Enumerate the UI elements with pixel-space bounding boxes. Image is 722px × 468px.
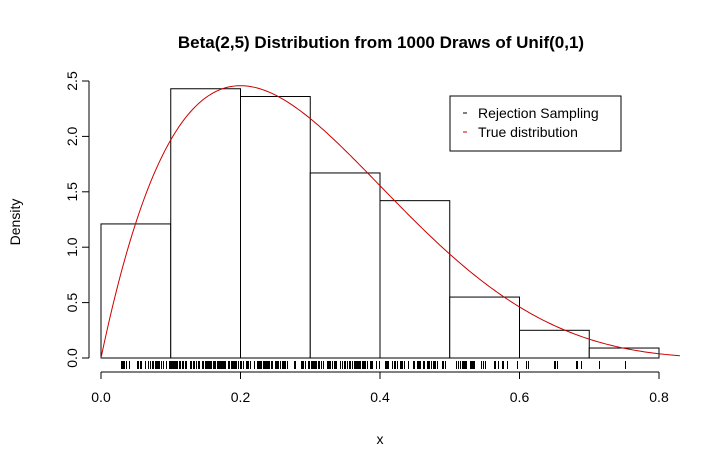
histogram-bar	[170, 88, 241, 359]
histogram-bars	[100, 88, 660, 359]
histogram-bar	[519, 329, 590, 359]
x-tick-label: 0.2	[231, 389, 251, 405]
y-axis: 0.0 0.5 1.0 1.5 2.0 2.5	[64, 71, 90, 368]
y-tick-label: 0.0	[64, 348, 80, 368]
y-tick-label: 1.0	[64, 237, 80, 257]
x-tick-label: 0.0	[91, 389, 111, 405]
x-tick-label: 0.8	[649, 389, 669, 405]
y-tick-label: 2.0	[64, 126, 80, 146]
legend: Rejection Sampling True distribution	[449, 95, 622, 152]
x-axis: 0.0 0.2 0.4 0.6 0.8	[91, 371, 669, 405]
x-tick-label: 0.4	[370, 389, 390, 405]
histogram-bar	[240, 96, 311, 359]
y-axis-label: Density	[7, 199, 23, 246]
legend-label-true: True distribution	[478, 124, 578, 140]
y-tick-label: 1.5	[64, 182, 80, 202]
true-distribution-curve	[100, 85, 680, 359]
histogram-bar	[100, 223, 172, 359]
y-tick-label: 0.5	[64, 293, 80, 313]
y-tick-label: 2.5	[64, 71, 80, 91]
rug-marks	[121, 361, 626, 369]
histogram-bar	[449, 296, 520, 359]
x-tick-label: 0.6	[510, 389, 530, 405]
x-axis-label: x	[377, 431, 384, 447]
legend-box	[449, 95, 622, 152]
histogram-bar	[588, 347, 660, 359]
histogram-bar	[309, 172, 381, 359]
chart-title: Beta(2,5) Distribution from 1000 Draws o…	[178, 33, 584, 52]
histogram-bar	[379, 200, 451, 359]
legend-label-rejection: Rejection Sampling	[478, 105, 599, 121]
